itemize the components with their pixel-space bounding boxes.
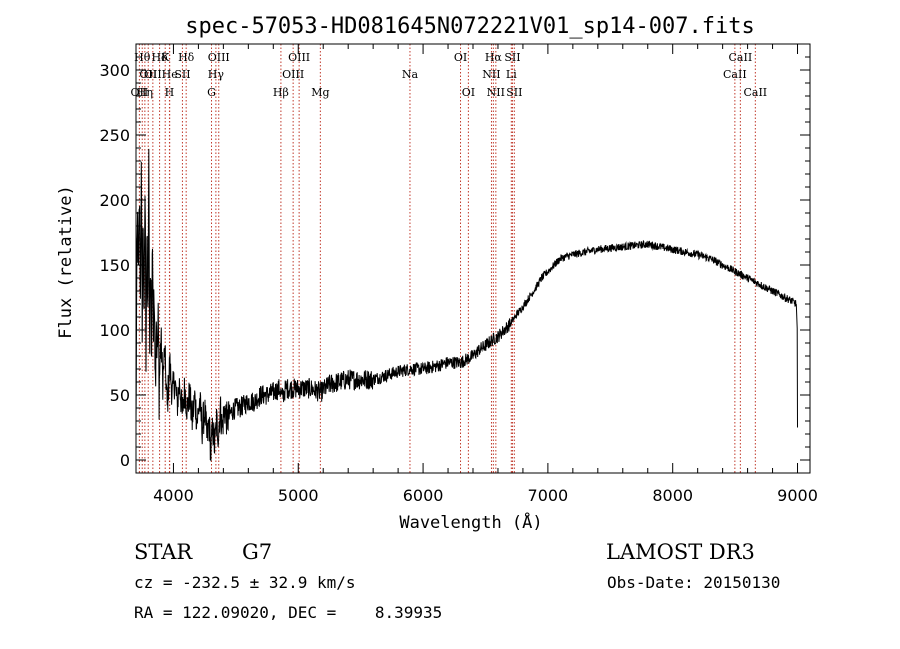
x-axis: 4000 5000 6000 7000 8000 9000 [153,44,818,505]
line-label: Na [402,68,419,81]
line-label: He [162,68,178,81]
line-label: CaII [723,68,747,81]
spectral-line-markers [138,44,756,473]
y-tick-label: 150 [99,256,130,275]
y-tick-label: 0 [120,451,130,470]
chart-title: spec-57053-HD081645N072221V01_sp14-007.f… [185,14,755,39]
line-label: Hδ [178,51,195,64]
x-tick-label: 7000 [528,486,569,505]
object-class: STAR [134,540,193,564]
y-tick-label: 50 [110,386,130,405]
line-label: OIII [288,51,310,64]
line-label: Hδ [151,51,168,64]
line-label: K [161,51,170,64]
line-label: Hβ [273,86,289,99]
line-label: OI [454,51,467,64]
x-tick-label: 8000 [652,486,693,505]
x-axis-label: Wavelength (Å) [399,511,542,533]
line-label: OII [139,68,157,81]
object-subclass: G7 [242,540,273,564]
survey-name: LAMOST DR3 [606,540,755,564]
observation-date: Obs-Date: 20150130 [607,573,781,592]
line-label: SII [504,51,520,64]
line-label: OIII [208,51,230,64]
line-label: SII [174,68,190,81]
line-label: Li [506,68,517,81]
redshift-value: cz = -232.5 ± 32.9 km/s [134,573,356,592]
line-label: H [165,86,175,99]
y-axis: 0 50 100 150 200 250 300 [99,56,810,470]
line-label: NII [482,68,500,81]
coordinates: RA = 122.09020, DEC = 8.39935 [134,603,443,622]
spectral-line-labels: OIIHθHηOIIOIIHδKHHeSIIHδGHγOIIIHβOIIIOII… [131,51,768,99]
x-tick-label: 6000 [403,486,444,505]
y-tick-label: 200 [99,191,130,210]
line-label: Hη [137,86,153,99]
y-axis-label: Flux (relative) [56,185,76,339]
x-tick-label: 5000 [278,486,319,505]
line-label: CaII [729,51,753,64]
line-label: OII [131,86,149,99]
line-label: Hγ [208,68,225,81]
x-tick-label: 4000 [153,486,194,505]
line-label: OII [144,68,162,81]
line-label: NII [487,86,505,99]
line-label: CaII [743,86,767,99]
y-tick-label: 300 [99,61,130,80]
line-label: SII [506,86,522,99]
y-tick-label: 250 [99,126,130,145]
spectrum-line [135,148,798,462]
line-label: OI [462,86,475,99]
line-label: OIII [282,68,304,81]
line-label: G [207,86,216,99]
x-tick-label: 9000 [777,486,818,505]
line-label: Hα [485,51,503,64]
y-tick-label: 100 [99,321,130,340]
line-label: Hθ [134,51,151,64]
line-label: Mg [311,86,329,99]
